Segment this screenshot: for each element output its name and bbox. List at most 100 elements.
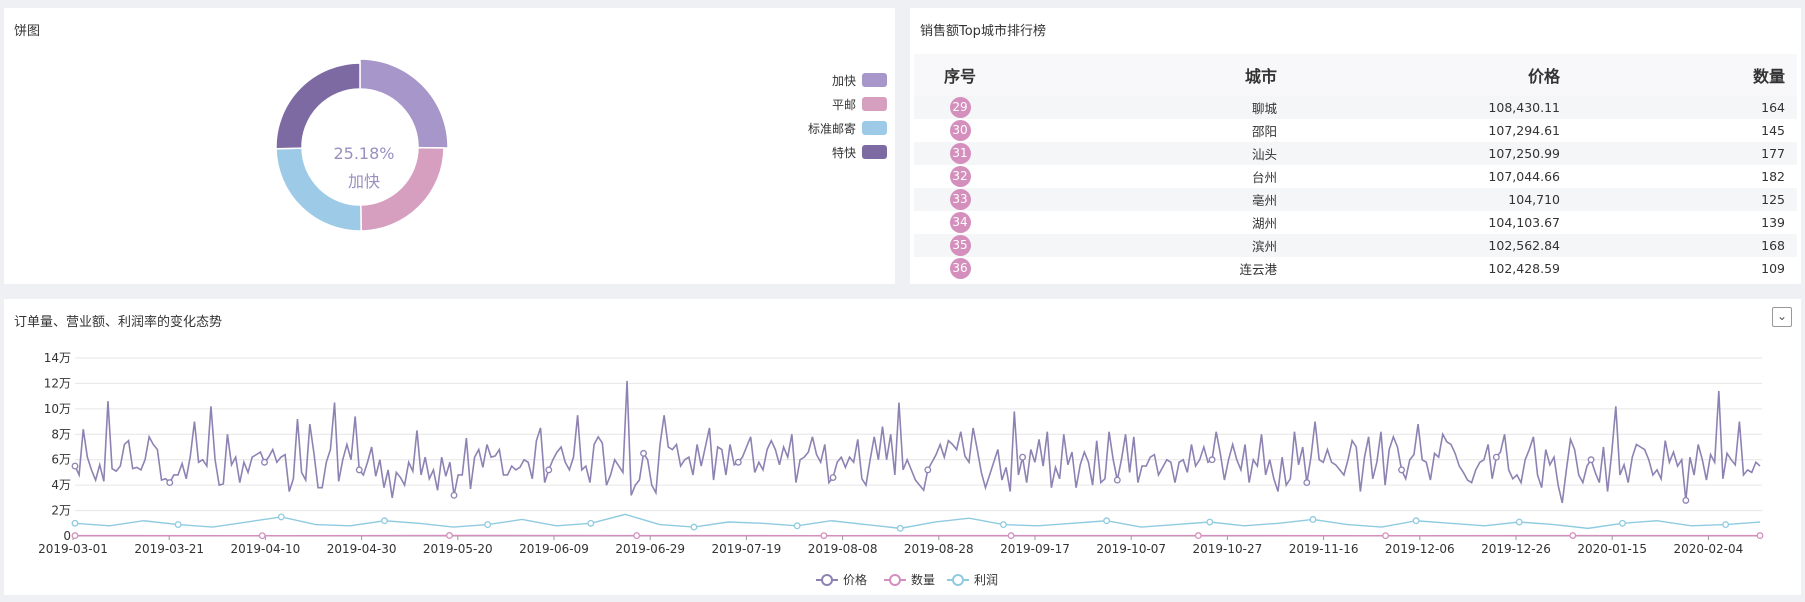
data-point (277, 513, 285, 521)
col-header-no[interactable]: 序号 (914, 54, 1006, 96)
col-header-city[interactable]: 城市 (1006, 54, 1295, 96)
qty-cell: 182 (1761, 169, 1785, 184)
y-tick-label: 2万 (51, 504, 71, 518)
data-point (633, 532, 641, 540)
data-point (820, 532, 828, 540)
legend-label[interactable]: 价格 (843, 572, 867, 587)
series-line (74, 513, 1761, 530)
data-point (1194, 532, 1202, 540)
data-point (545, 466, 553, 474)
legend-marker[interactable] (821, 574, 833, 586)
city-cell: 聊城 (1006, 96, 1295, 119)
legend-label[interactable]: 数量 (911, 572, 935, 587)
data-point (445, 532, 453, 539)
data-point (640, 449, 647, 457)
data-point (355, 466, 363, 474)
col-header-qty[interactable]: 数量 (1578, 54, 1797, 96)
data-point (71, 519, 79, 527)
trend-line-chart: 0 2万 4万 6万 8万 10万 12万 14万 2019-03-01 2019-03-21 20… (38, 351, 1764, 587)
data-point (1722, 521, 1730, 529)
table-row[interactable]: 36 连云港 102,428.59 109 (914, 257, 1797, 280)
table-row[interactable]: 34 湖州 104,103.67 139 (914, 211, 1797, 234)
x-tick-label: 2019-04-10 (231, 542, 301, 556)
table-row[interactable]: 35 滨州 102,562.84 168 (914, 234, 1797, 257)
legend-marker[interactable] (952, 574, 964, 586)
price-cell: 102,562.84 (1295, 234, 1578, 257)
data-point (1007, 532, 1015, 540)
legend-marker[interactable] (889, 574, 901, 586)
x-tick-label: 2019-11-16 (1289, 542, 1359, 556)
pie-slice[interactable] (275, 62, 361, 150)
legend-item-tekuai[interactable]: 特快 (808, 140, 887, 164)
x-tick-label: 2019-12-06 (1385, 542, 1455, 556)
data-point (71, 532, 79, 540)
x-tick-label: 2019-03-01 (38, 542, 108, 556)
city-cell: 亳州 (1006, 188, 1295, 211)
price-cell: 104,710 (1295, 188, 1578, 211)
y-tick-label: 6万 (51, 453, 71, 467)
data-point (1618, 519, 1626, 527)
table-row[interactable]: 33 亳州 104,710 125 (914, 188, 1797, 211)
city-cell: 滨州 (1006, 234, 1295, 257)
data-point (174, 521, 182, 529)
data-point (450, 491, 458, 499)
legend-label: 平邮 (831, 97, 856, 112)
city-cell: 邵阳 (1251, 124, 1277, 139)
x-tick-label: 2019-09-17 (1000, 542, 1070, 556)
legend-swatch (862, 121, 887, 135)
x-tick-label: 2019-08-28 (904, 542, 974, 556)
col-header-price[interactable]: 价格 (1295, 54, 1578, 96)
legend-item-biaozhun[interactable]: 标准邮寄 (808, 116, 887, 140)
price-cell: 104,103.67 (1488, 215, 1560, 230)
legend-item-jiakuai[interactable]: 加快 (808, 68, 887, 92)
data-point (258, 532, 266, 540)
chevron-down-icon[interactable]: ⌄ (1772, 307, 1792, 327)
city-cell: 湖州 (1251, 216, 1277, 231)
x-tick-label: 2019-12-26 (1481, 542, 1551, 556)
table-row[interactable]: 32 台州 107,044.66 182 (914, 165, 1797, 188)
pie-slice[interactable] (359, 58, 449, 149)
data-point (1309, 516, 1317, 523)
series-line (74, 380, 1761, 504)
ranking-table: 序号 城市 价格 数量 29 聊城 108,430.11 164 30 邵阳 1… (914, 54, 1797, 280)
trend-panel: 订单量、营业额、利润率的变化态势 ⌄ 0 2万 4万 6万 8万 10万 12万 14万 201… (4, 299, 1801, 595)
data-point (1515, 518, 1523, 526)
data-point (1113, 476, 1121, 484)
trend-panel-title: 订单量、营业额、利润率的变化态势 (14, 315, 223, 330)
qty-cell: 177 (1578, 142, 1797, 165)
qty-cell: 139 (1761, 215, 1785, 230)
price-cell: 107,044.66 (1488, 169, 1560, 184)
rank-badge: 29 (949, 97, 971, 118)
legend-swatch (862, 145, 887, 159)
x-tick-label: 2019-06-09 (519, 542, 589, 556)
legend-label: 标准邮寄 (807, 121, 856, 136)
y-tick-label: 10万 (44, 402, 71, 416)
donut-center-percent: 25.18% (333, 144, 395, 163)
data-point (381, 517, 388, 525)
data-point (261, 458, 268, 466)
city-cell: 连云港 (1239, 262, 1277, 277)
table-row[interactable]: 30 邵阳 107,294.61 145 (914, 119, 1797, 142)
table-row[interactable]: 29 聊城 108,430.11 164 (914, 96, 1797, 119)
table-row[interactable]: 31 汕头 107,250.99 177 (914, 142, 1797, 165)
legend-label: 加快 (831, 73, 856, 88)
donut-center-label: 加快 (347, 172, 380, 191)
legend-item-pingyou[interactable]: 平邮 (808, 92, 887, 116)
qty-cell: 164 (1578, 96, 1797, 119)
qty-cell: 145 (1761, 123, 1785, 138)
y-tick-label: 14万 (44, 351, 71, 365)
ranking-panel-title: 销售额Top城市排行榜 (920, 24, 1046, 39)
data-point (1000, 521, 1007, 529)
x-tick-label: 2019-08-08 (808, 542, 878, 556)
data-point (1682, 496, 1690, 504)
data-point (1398, 466, 1406, 474)
x-tick-label: 2019-10-27 (1193, 542, 1263, 556)
price-cell: 102,428.59 (1488, 261, 1560, 276)
pie-panel-title: 饼图 (14, 24, 41, 39)
legend-label[interactable]: 利润 (974, 573, 998, 587)
x-tick-label: 2020-02-04 (1674, 542, 1744, 556)
data-point (1587, 456, 1595, 464)
y-tick-label: 4万 (51, 478, 71, 492)
y-tick-label: 8万 (51, 427, 71, 441)
data-point (1382, 532, 1390, 540)
